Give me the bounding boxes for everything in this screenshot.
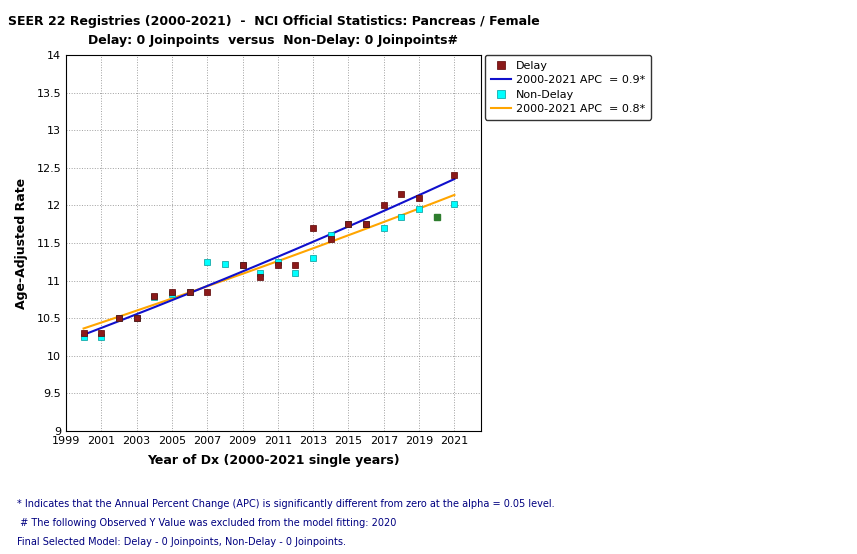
X-axis label: Year of Dx (2000-2021 single years): Year of Dx (2000-2021 single years) [147,454,399,467]
Y-axis label: Age-Adjusted Rate: Age-Adjusted Rate [15,177,28,309]
Legend: Delay, 2000-2021 APC  = 0.9*, Non-Delay, 2000-2021 APC  = 0.8*: Delay, 2000-2021 APC = 0.9*, Non-Delay, … [485,55,651,120]
Text: Final Selected Model: Delay - 0 Joinpoints, Non-Delay - 0 Joinpoints.: Final Selected Model: Delay - 0 Joinpoin… [17,537,346,547]
Text: # The following Observed Y Value was excluded from the model fitting: 2020: # The following Observed Y Value was exc… [17,518,397,528]
Text: * Indicates that the Annual Percent Change (APC) is significantly different from: * Indicates that the Annual Percent Chan… [17,499,554,509]
Title: SEER 22 Registries (2000-2021)  -  NCI Official Statistics: Pancreas / Female
De: SEER 22 Registries (2000-2021) - NCI Off… [8,15,539,47]
